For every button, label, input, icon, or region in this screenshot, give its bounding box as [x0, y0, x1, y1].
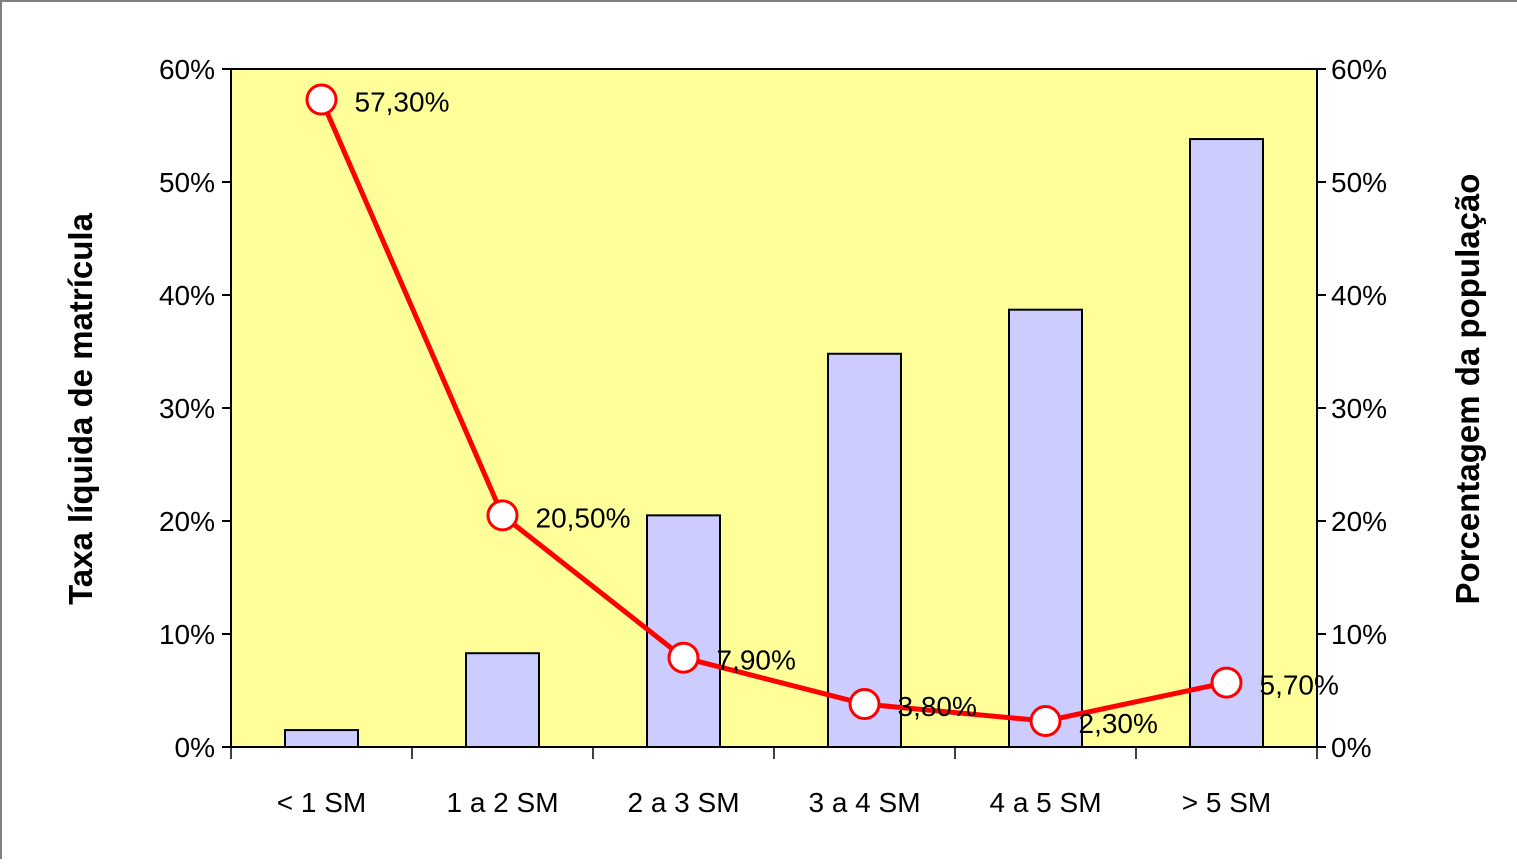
y-axis-title: Taxa líquida de matrícula [62, 212, 99, 604]
y2-tick-label: 0% [1331, 732, 1371, 763]
y-tick-label: 10% [159, 619, 215, 650]
plot-area [231, 69, 1317, 747]
data-label-6: 5,70% [1260, 670, 1339, 701]
line-marker-4 [848, 688, 881, 721]
y2-tick-label: 60% [1331, 54, 1387, 85]
x-tick-label: 3 a 4 SM [808, 787, 920, 818]
y2-tick-label: 20% [1331, 506, 1387, 537]
y2-tick-label: 50% [1331, 167, 1387, 198]
data-label-3: 7,90% [717, 645, 796, 676]
line-marker-1 [305, 83, 338, 116]
y2-tick-label: 30% [1331, 393, 1387, 424]
bar-5 [1008, 308, 1083, 748]
y-tick-label: 30% [159, 393, 215, 424]
line-marker-6 [1210, 666, 1243, 699]
data-label-4: 3,80% [898, 691, 977, 722]
x-tick-label: 1 a 2 SM [446, 787, 558, 818]
line-marker-5 [1029, 705, 1062, 738]
bar-4 [827, 352, 902, 748]
x-tick-label: < 1 SM [277, 787, 366, 818]
bar-2 [465, 652, 540, 749]
y-tick-label: 20% [159, 506, 215, 537]
bar-1 [284, 729, 359, 748]
y-tick-label: 40% [159, 280, 215, 311]
y2-tick-label: 10% [1331, 619, 1387, 650]
y2-axis-title: Porcentagem da população [1449, 174, 1486, 605]
x-tick-label: 4 a 5 SM [989, 787, 1101, 818]
line-marker-3 [667, 641, 700, 674]
bar-3 [646, 514, 721, 748]
data-label-1: 57,30% [355, 87, 450, 118]
y2-tick-label: 40% [1331, 280, 1387, 311]
line-marker-2 [486, 499, 519, 532]
bar-6 [1189, 138, 1264, 748]
series-line [319, 98, 1228, 724]
y-tick-label: 0% [175, 732, 215, 763]
x-tick-label: > 5 SM [1182, 787, 1271, 818]
x-tick-label: 2 a 3 SM [627, 787, 739, 818]
data-label-5: 2,30% [1079, 708, 1158, 739]
data-label-2: 20,50% [536, 502, 631, 533]
y-tick-label: 50% [159, 167, 215, 198]
y-tick-label: 60% [159, 54, 215, 85]
